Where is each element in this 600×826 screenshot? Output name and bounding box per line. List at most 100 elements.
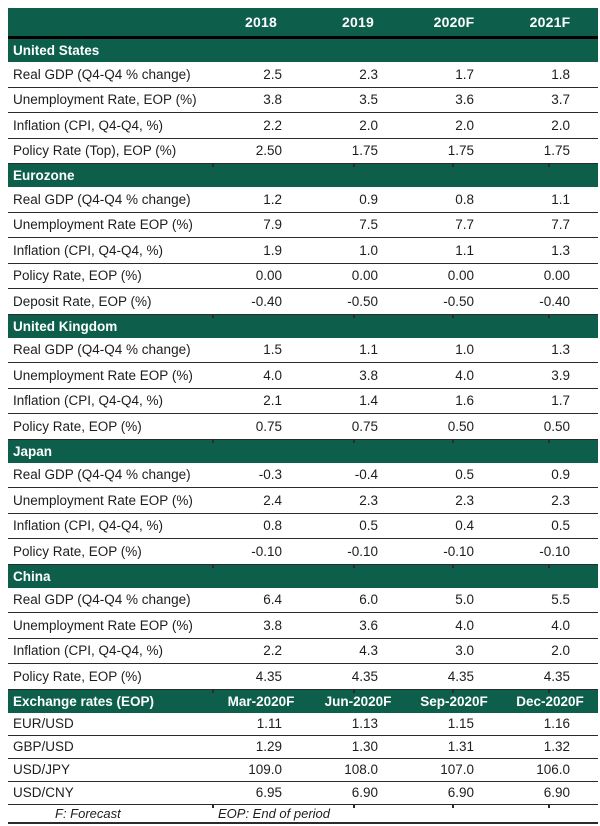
row-value: 1.16 — [543, 716, 570, 731]
section-column-header: Jun-2020F — [324, 693, 392, 709]
row-value: 4.35 — [351, 668, 378, 684]
row-label: USD/CNY — [13, 785, 74, 800]
row-label: GBP/USD — [13, 739, 74, 754]
row-value: 1.8 — [551, 66, 570, 82]
row-value: 4.3 — [359, 643, 378, 659]
table-row: Real GDP (Q4-Q4 % change) 1.2 0.9 0.8 1.… — [8, 187, 598, 216]
row-value: 1.1 — [455, 242, 474, 258]
row-value: -0.10 — [251, 543, 282, 559]
row-value: 3.6 — [359, 617, 378, 633]
table-row: Policy Rate, EOP (%) 4.35 4.35 4.35 4.35 — [8, 664, 598, 693]
section-header-band: United States — [8, 39, 598, 62]
row-value: 1.29 — [255, 739, 282, 754]
table-row: Real GDP (Q4-Q4 % change) 6.4 6.0 5.0 5.… — [8, 587, 598, 616]
section-title: United States — [13, 43, 100, 58]
row-value: 3.8 — [263, 92, 282, 108]
row-value: 4.0 — [455, 617, 474, 633]
table-section: Exchange rates (EOP) Mar-2020F Jun-2020F… — [8, 689, 598, 808]
row-value: 1.7 — [455, 66, 474, 82]
column-tick — [212, 438, 214, 443]
row-value: 2.50 — [255, 143, 282, 159]
row-value: 1.75 — [351, 143, 378, 159]
row-value: 7.9 — [263, 217, 282, 233]
row-value: 0.00 — [255, 268, 282, 284]
row-value: 2.5 — [263, 66, 282, 82]
row-value: 2.2 — [263, 117, 282, 133]
row-label: Deposit Rate, EOP (%) — [13, 293, 152, 309]
row-value: 6.90 — [543, 785, 570, 800]
row-value: 107.0 — [440, 762, 474, 777]
row-value: 1.30 — [351, 739, 378, 754]
row-value: 0.00 — [447, 268, 474, 284]
row-value: 6.0 — [359, 592, 378, 608]
column-tick — [353, 803, 355, 808]
row-value: 0.50 — [447, 418, 474, 434]
section-column-header: Dec-2020F — [516, 693, 584, 709]
row-label: Unemployment Rate EOP (%) — [13, 367, 193, 383]
column-tick — [548, 313, 550, 318]
column-tick — [548, 563, 550, 568]
column-tick — [452, 688, 454, 693]
row-value: 1.2 — [263, 191, 282, 207]
table-row: Policy Rate (Top), EOP (%) 2.50 1.75 1.7… — [8, 138, 598, 167]
row-value: 3.8 — [359, 367, 378, 383]
section-header-band: United Kingdom — [8, 314, 598, 338]
table-header-row: 2018 2019 2020F 2021F — [8, 8, 598, 36]
row-value: 2.1 — [263, 393, 282, 409]
row-value: 7.5 — [359, 217, 378, 233]
table-row: Deposit Rate, EOP (%) -0.40 -0.50 -0.50 … — [8, 289, 598, 318]
row-value: 6.90 — [351, 785, 378, 800]
row-label: Inflation (CPI, Q4-Q4, %) — [13, 518, 164, 534]
row-label: Inflation (CPI, Q4-Q4, %) — [13, 393, 164, 409]
row-value: 109.0 — [248, 762, 282, 777]
row-value: 2.0 — [551, 643, 570, 659]
section-header-band: Japan — [8, 439, 598, 463]
column-tick — [212, 313, 214, 318]
column-tick — [353, 313, 355, 318]
column-tick — [353, 563, 355, 568]
row-label: EUR/USD — [13, 716, 74, 731]
column-header-2021f: 2021F — [529, 14, 571, 30]
forecast-table: 2018 2019 2020F 2021F United States Real… — [8, 8, 598, 824]
section-title: China — [13, 568, 51, 584]
row-value: -0.10 — [443, 543, 474, 559]
row-label: Real GDP (Q4-Q4 % change) — [13, 467, 191, 483]
row-label: Policy Rate, EOP (%) — [13, 543, 142, 559]
row-value: 0.50 — [543, 418, 570, 434]
column-tick — [353, 438, 355, 443]
table-row: Inflation (CPI, Q4-Q4, %) 0.8 0.5 0.4 0.… — [8, 513, 598, 542]
row-value: 0.5 — [551, 518, 570, 534]
row-label: Unemployment Rate, EOP (%) — [13, 92, 197, 108]
row-value: 2.3 — [455, 492, 474, 508]
row-value: 1.11 — [256, 716, 282, 731]
row-value: 1.75 — [447, 143, 474, 159]
table-row: Unemployment Rate EOP (%) 7.9 7.5 7.7 7.… — [8, 212, 598, 241]
row-value: 3.0 — [455, 643, 474, 659]
row-label: Real GDP (Q4-Q4 % change) — [13, 592, 191, 608]
column-tick — [353, 163, 355, 167]
row-value: 1.0 — [455, 342, 474, 358]
row-value: 106.0 — [536, 762, 570, 777]
column-tick — [452, 163, 454, 167]
column-tick — [548, 438, 550, 443]
column-tick — [212, 563, 214, 568]
row-label: Inflation (CPI, Q4-Q4, %) — [13, 117, 164, 133]
column-tick — [548, 688, 550, 693]
row-value: 5.0 — [455, 592, 474, 608]
row-value: 2.0 — [359, 117, 378, 133]
row-label: Policy Rate, EOP (%) — [13, 668, 142, 684]
row-value: 0.00 — [351, 268, 378, 284]
row-value: 0.9 — [551, 467, 570, 483]
row-value: 4.35 — [255, 668, 282, 684]
row-label: Real GDP (Q4-Q4 % change) — [13, 342, 191, 358]
row-label: Policy Rate, EOP (%) — [13, 268, 142, 284]
row-value: 4.0 — [551, 617, 570, 633]
row-value: 2.0 — [551, 117, 570, 133]
row-value: -0.4 — [354, 467, 378, 483]
table-section: United Kingdom Real GDP (Q4-Q4 % change)… — [8, 314, 598, 443]
column-header-2020f: 2020F — [433, 14, 475, 30]
row-value: 2.3 — [359, 66, 378, 82]
table-row: Unemployment Rate EOP (%) 4.0 3.8 4.0 3.… — [8, 363, 598, 392]
row-value: -0.50 — [347, 293, 378, 309]
row-value: -0.40 — [539, 293, 570, 309]
